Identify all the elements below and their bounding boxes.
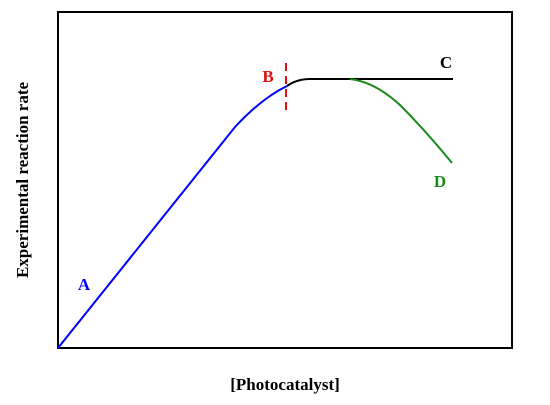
y-axis-label: Experimental reaction rate — [13, 82, 32, 279]
plot-frame — [57, 11, 513, 349]
label-d: D — [434, 172, 446, 191]
label-c: C — [440, 53, 452, 72]
plateau-curve — [286, 78, 453, 87]
linear-region-curve — [57, 85, 288, 349]
x-axis-label: [Photocatalyst] — [230, 375, 340, 394]
decline-curve — [349, 78, 453, 164]
label-b: B — [262, 67, 273, 86]
label-a: A — [78, 275, 91, 294]
